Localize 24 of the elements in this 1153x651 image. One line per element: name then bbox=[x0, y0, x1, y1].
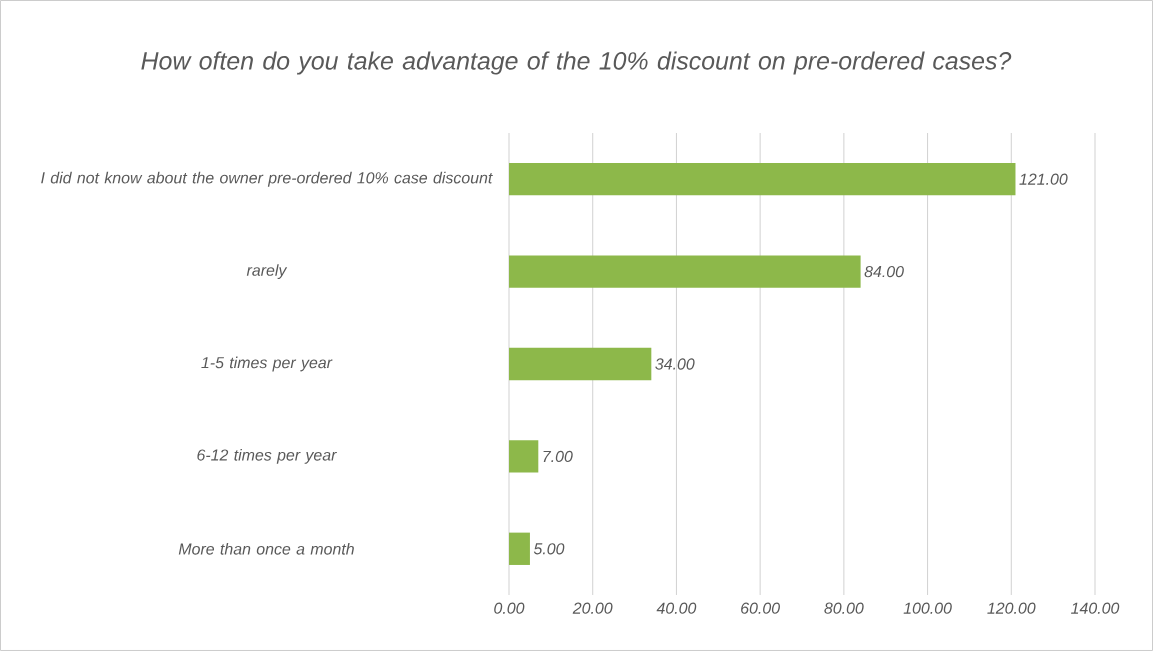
data-label: 121.00 bbox=[1019, 173, 1068, 185]
y-tick-label: rarely bbox=[246, 264, 288, 280]
bar bbox=[509, 347, 652, 381]
y-tick-label: 1-5 times per year bbox=[201, 356, 333, 372]
data-label: 84.00 bbox=[864, 265, 904, 278]
x-tick-label: 60.00 bbox=[741, 602, 780, 614]
bar bbox=[509, 532, 530, 565]
x-tick-label: 40.00 bbox=[656, 602, 697, 614]
data-label: 34.00 bbox=[655, 358, 695, 370]
y-tick-label: I did not know about the owner pre-ordered 10% case discount bbox=[41, 171, 493, 187]
data-label: 7.00 bbox=[543, 450, 573, 463]
y-tick-label: More than once a month bbox=[178, 542, 354, 555]
x-tick-label: 140.00 bbox=[1071, 602, 1120, 614]
bar bbox=[509, 440, 539, 473]
x-tick-label: 80.00 bbox=[824, 602, 864, 614]
data-label: 5.00 bbox=[533, 543, 565, 555]
y-tick-label: 6-12 times per year bbox=[197, 448, 337, 464]
x-tick-label: 100.00 bbox=[903, 602, 952, 614]
x-tick-label: 120.00 bbox=[987, 602, 1036, 614]
bar bbox=[509, 163, 1016, 196]
bar bbox=[509, 255, 861, 288]
chart-title: How often do you take advantage of the 10% discount on pre-ordered cases? bbox=[141, 51, 1012, 75]
x-tick-label: 0.00 bbox=[494, 602, 525, 614]
x-tick-label: 20.00 bbox=[572, 602, 613, 614]
